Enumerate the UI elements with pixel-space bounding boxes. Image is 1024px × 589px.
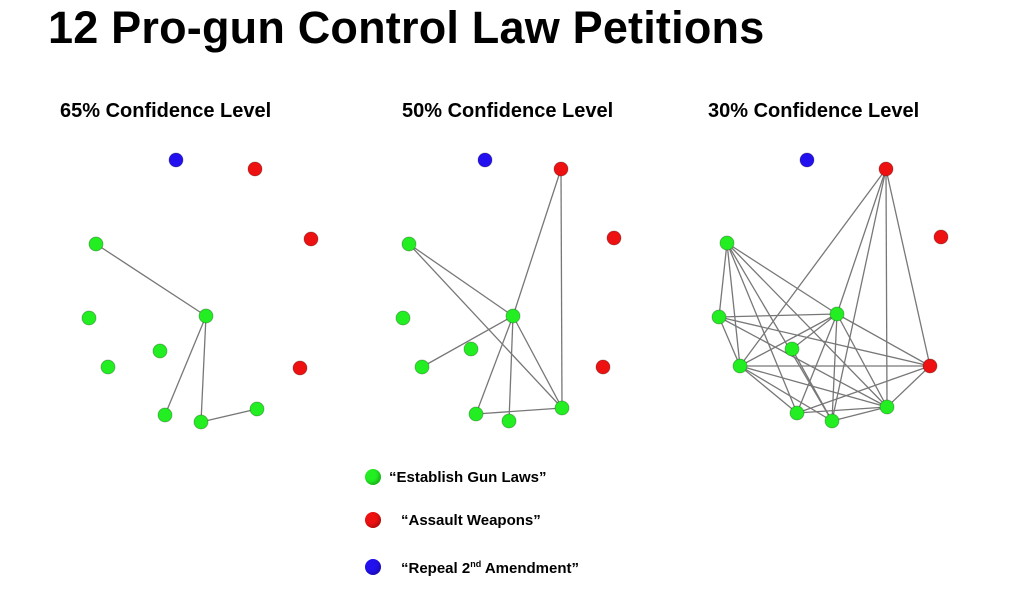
network-graphs — [81, 152, 949, 430]
graph-edge — [831, 313, 838, 422]
graph-node-establish — [414, 359, 430, 375]
graph-edge — [836, 168, 887, 315]
graph-edge — [408, 243, 514, 317]
graph-edge — [726, 242, 833, 422]
legend-dot-establish — [365, 469, 381, 485]
graph-edge — [836, 313, 888, 408]
graph-node-establish — [719, 235, 735, 251]
graph-edge — [739, 313, 838, 367]
graph-edge — [886, 365, 931, 408]
graph-edge — [831, 168, 887, 422]
graph-edge — [726, 242, 888, 408]
graph-node-repeal — [168, 152, 184, 168]
graph-node-establish — [505, 308, 521, 324]
legend-label-assault: “Assault Weapons” — [401, 512, 541, 529]
graph-edge — [718, 316, 741, 367]
graph-node-assault — [595, 359, 611, 375]
graph-edge — [796, 406, 888, 414]
graph-edge — [408, 243, 563, 409]
graph-edge — [831, 406, 888, 422]
legend-label-repeal-prefix: “Repeal 2 — [401, 560, 471, 577]
graph-node-establish — [711, 309, 727, 325]
graph-node-assault — [292, 360, 308, 376]
graph-node-assault — [606, 230, 622, 246]
graph-edge — [200, 408, 258, 423]
graph-node-assault — [303, 231, 319, 247]
graph-edge — [560, 168, 563, 409]
graph-node-establish — [401, 236, 417, 252]
graph-node-establish — [100, 359, 116, 375]
graph-edge — [421, 315, 514, 368]
graph-edge — [718, 316, 888, 408]
graph-node-establish — [152, 343, 168, 359]
graph-node-establish — [463, 341, 479, 357]
graph-edge — [739, 168, 887, 367]
graph-node-assault — [933, 229, 949, 245]
graph-panel-65 — [81, 152, 319, 430]
graph-node-establish — [193, 414, 209, 430]
panel-label-50: 50% Confidence Level — [402, 100, 614, 122]
graph-edge — [512, 168, 562, 317]
graph-edge — [726, 242, 838, 315]
graph-node-assault — [878, 161, 894, 177]
graph-node-repeal — [477, 152, 493, 168]
graph-node-establish — [81, 310, 97, 326]
legend-dot-assault — [365, 512, 381, 528]
graph-node-establish — [395, 310, 411, 326]
graph-node-establish — [554, 400, 570, 416]
graph-edge — [739, 365, 798, 414]
graph-edge — [791, 313, 838, 350]
graph-edge — [512, 315, 563, 409]
graph-edge — [200, 315, 207, 423]
graph-node-establish — [198, 308, 214, 324]
graph-node-repeal — [799, 152, 815, 168]
legend-dot-repeal — [365, 559, 381, 575]
graph-edge — [739, 365, 833, 422]
graph-edge — [796, 365, 931, 414]
graph-node-establish — [501, 413, 517, 429]
graph-edge — [885, 168, 931, 367]
graph-edge — [718, 242, 728, 318]
graph-node-establish — [468, 406, 484, 422]
graph-node-establish — [829, 306, 845, 322]
graph-node-assault — [553, 161, 569, 177]
graph-node-establish — [789, 405, 805, 421]
graph-edge — [508, 315, 514, 422]
panel-label-65: 65% Confidence Level — [60, 100, 272, 122]
legend-label-establish: “Establish Gun Laws” — [389, 469, 547, 486]
graph-edge — [95, 243, 207, 317]
graph-node-establish — [732, 358, 748, 374]
graph-edge — [475, 407, 563, 415]
graph-edge — [791, 348, 833, 422]
graph-node-assault — [922, 358, 938, 374]
graph-node-assault — [247, 161, 263, 177]
graph-node-establish — [824, 413, 840, 429]
graph-node-establish — [157, 407, 173, 423]
graph-panel-30 — [711, 152, 949, 429]
legend-label-repeal-suffix: Amendment” — [481, 560, 579, 577]
legend-label-repeal: “Repeal 2nd Amendment” — [401, 559, 579, 577]
graph-edge — [475, 315, 514, 415]
graph-node-establish — [879, 399, 895, 415]
graph-edge — [796, 313, 838, 414]
graph-edge — [726, 242, 741, 367]
graph-node-establish — [249, 401, 265, 417]
graph-panel-50 — [395, 152, 622, 429]
graph-edge — [718, 316, 931, 367]
panel-label-30: 30% Confidence Level — [708, 100, 920, 122]
graph-edge — [726, 242, 798, 414]
graph-edge — [885, 168, 888, 408]
graph-node-establish — [784, 341, 800, 357]
legend-label-repeal-sup: nd — [470, 559, 482, 569]
graph-node-establish — [88, 236, 104, 252]
graph-edge — [164, 315, 207, 416]
page-title: 12 Pro-gun Control Law Petitions — [48, 2, 765, 53]
